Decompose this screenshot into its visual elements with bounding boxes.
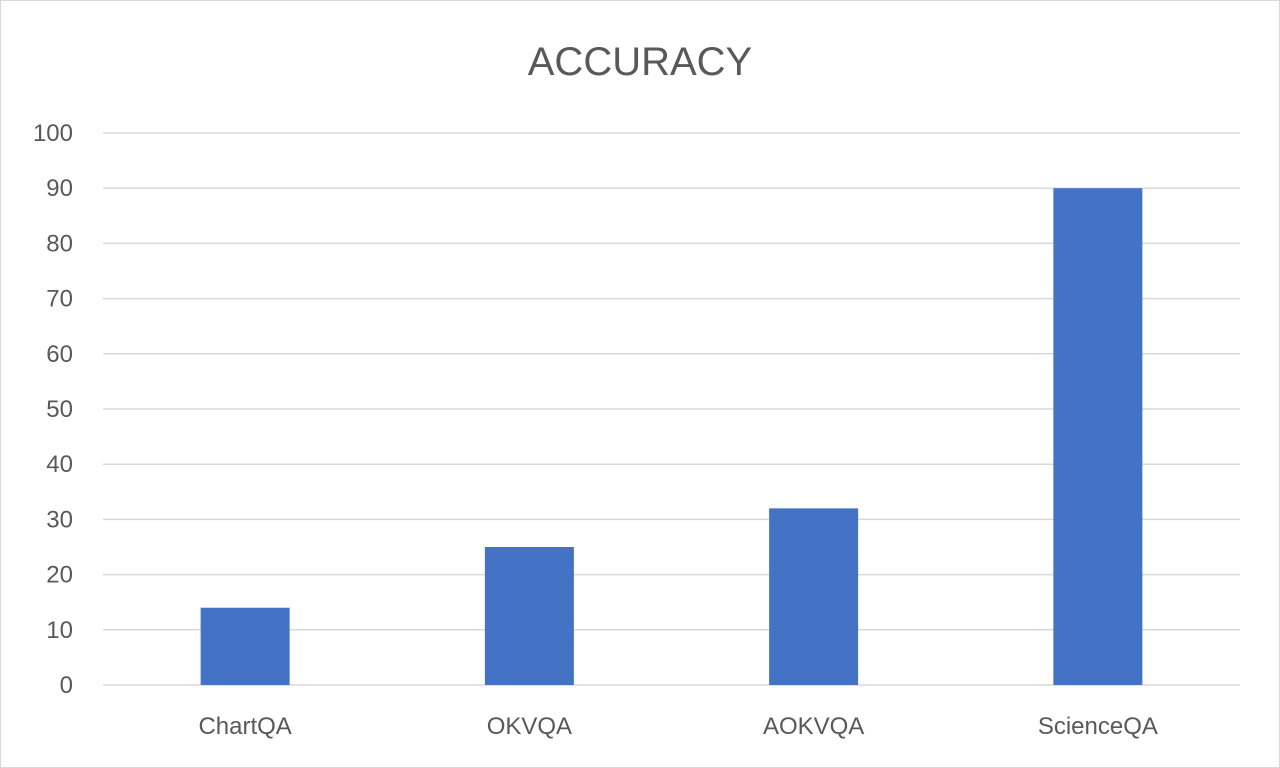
bars [200, 188, 1143, 685]
bar-chartqa [200, 607, 290, 685]
chart-title: ACCURACY [528, 40, 752, 84]
x-tick-label: OKVQA [487, 713, 572, 740]
bar-okvqa [484, 547, 574, 685]
x-tick-label: ScienceQA [1038, 713, 1158, 740]
y-tick-label: 20 [46, 562, 73, 589]
x-axis-ticks: ChartQA OKVQA AOKVQA ScienceQA [198, 713, 1157, 740]
y-tick-label: 30 [46, 506, 73, 533]
y-tick-label: 80 [46, 230, 73, 257]
x-tick-label: ChartQA [198, 713, 291, 740]
y-tick-label: 0 [60, 672, 73, 699]
y-tick-label: 50 [46, 396, 73, 423]
y-tick-label: 70 [46, 286, 73, 313]
grid-lines [103, 132, 1240, 686]
y-tick-label: 10 [46, 617, 73, 644]
y-tick-label: 60 [46, 341, 73, 368]
y-tick-label: 40 [46, 451, 73, 478]
bar-scienceqa [1053, 188, 1143, 685]
x-tick-label: AOKVQA [763, 713, 864, 740]
y-tick-label: 90 [46, 175, 73, 202]
y-tick-label: 100 [33, 120, 73, 147]
y-axis-ticks: 0 10 20 30 40 50 60 70 80 90 100 [33, 120, 73, 699]
bar-aokvqa [769, 508, 859, 685]
